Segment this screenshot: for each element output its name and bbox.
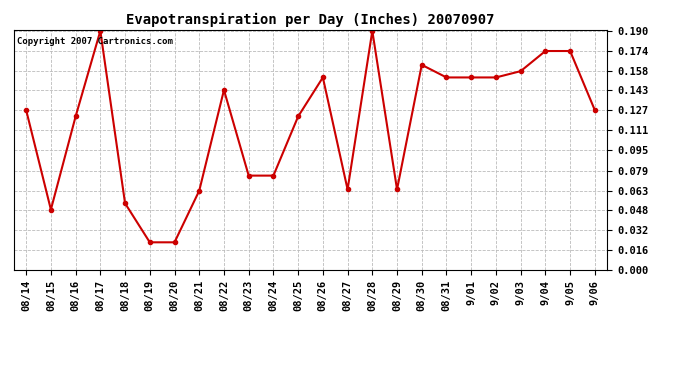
Title: Evapotranspiration per Day (Inches) 20070907: Evapotranspiration per Day (Inches) 2007… [126, 13, 495, 27]
Text: Copyright 2007 Cartronics.com: Copyright 2007 Cartronics.com [17, 37, 172, 46]
